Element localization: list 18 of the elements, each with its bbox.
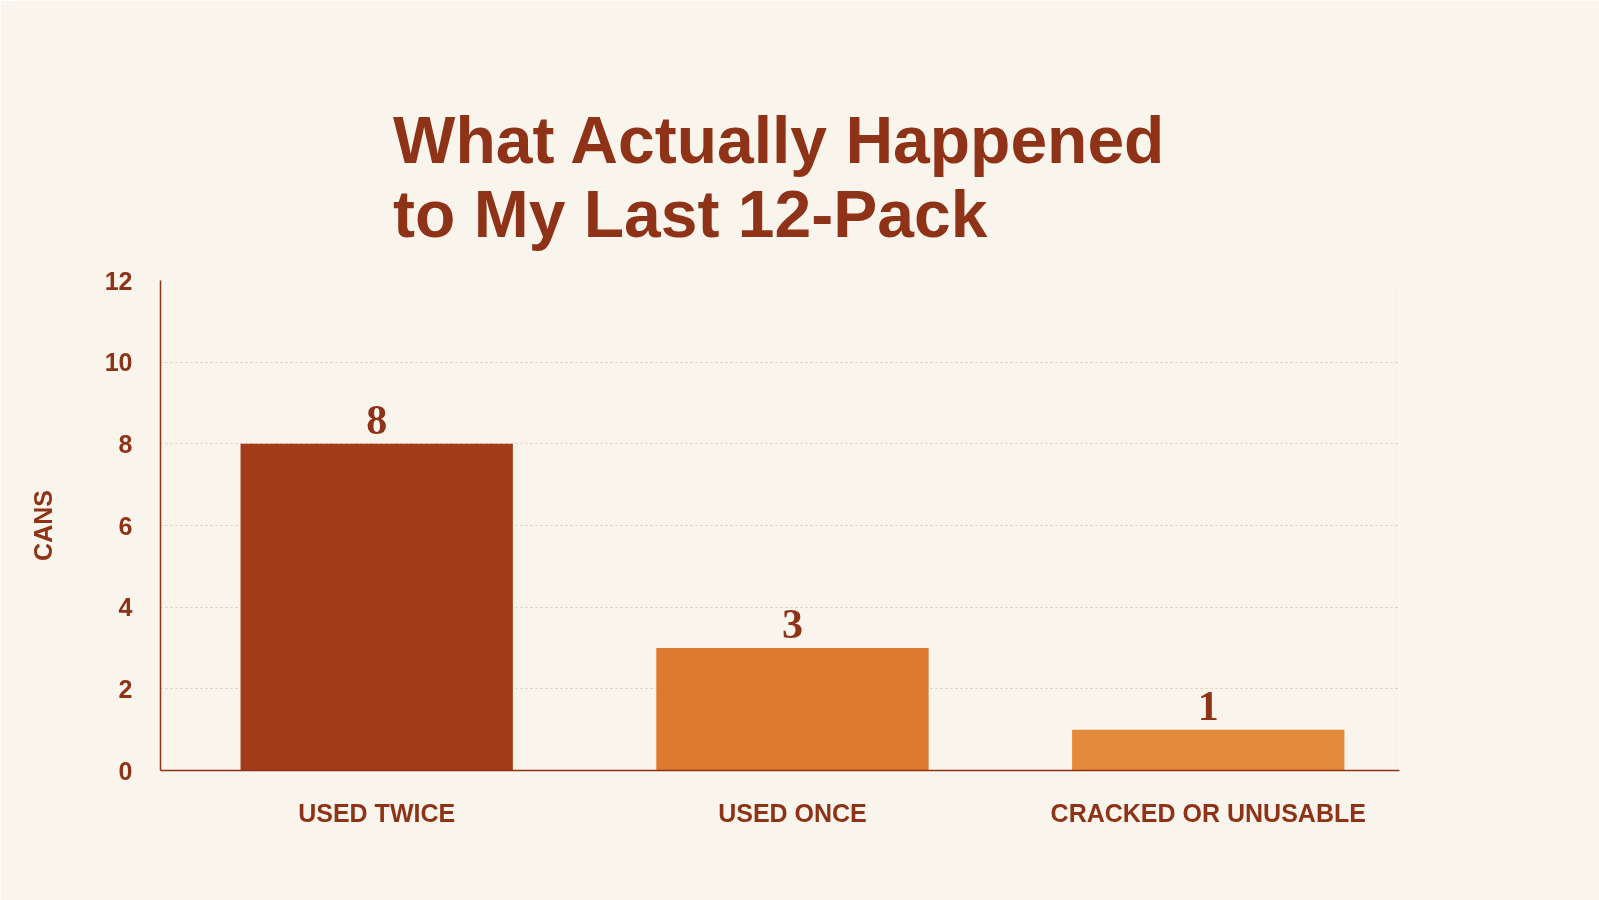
- y-tick-label: 4: [118, 593, 133, 622]
- y-tick-label: 2: [118, 674, 133, 703]
- y-tick-label: 12: [104, 266, 133, 295]
- x-tick-label: USED TWICE: [298, 798, 456, 827]
- bar: [1072, 729, 1345, 771]
- chart-title: What Actually Happened to My Last 12-Pack: [393, 102, 1165, 251]
- data-label: 1: [1197, 682, 1219, 729]
- y-tick-label: 6: [118, 511, 133, 540]
- y-axis-title: CANS: [28, 490, 57, 561]
- y-tick-label: 8: [118, 429, 133, 458]
- data-label: 3: [781, 601, 803, 647]
- bar: [656, 648, 929, 771]
- y-tick-label: 10: [104, 348, 133, 377]
- y-tick-label: 0: [118, 756, 133, 785]
- x-tick-label: CRACKED OR UNUSABLE: [1050, 798, 1366, 827]
- x-tick-label: USED ONCE: [718, 798, 867, 827]
- bar: [240, 443, 513, 771]
- data-label: 8: [366, 396, 388, 443]
